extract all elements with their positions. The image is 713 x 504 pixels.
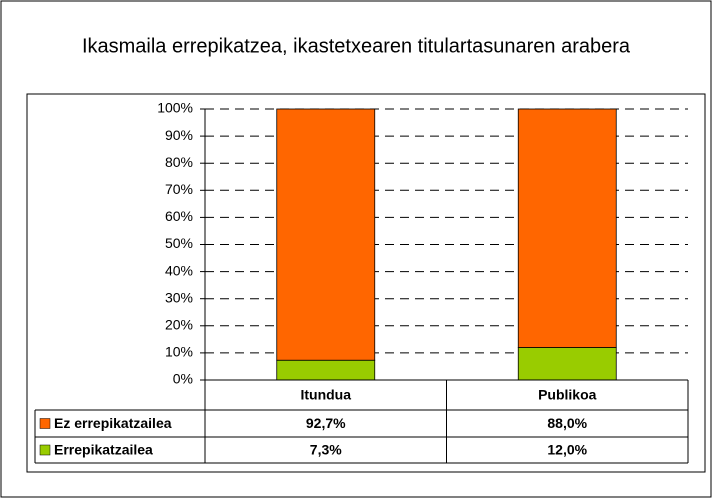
bar-segment: [276, 108, 376, 361]
y-tick-label: 10%: [165, 344, 193, 360]
data-label: 7,3%: [310, 442, 342, 458]
y-tick-label: 40%: [165, 262, 193, 278]
data-label: 92,7%: [306, 415, 346, 431]
y-tick-label: 80%: [165, 154, 193, 170]
y-tick-label: 30%: [165, 289, 193, 305]
x-tick-label: Itundua: [300, 387, 351, 403]
x-tick-label: Publikoa: [538, 387, 597, 403]
y-tick-label: 70%: [165, 181, 193, 197]
bar-segment: [276, 359, 376, 381]
bar-segment: [517, 108, 617, 348]
y-tick-label: 50%: [165, 235, 193, 251]
y-tick-label: 100%: [157, 100, 193, 116]
bar-segment: [517, 347, 617, 381]
y-tick-label: 20%: [165, 317, 193, 333]
chart-title: Ikasmaila errepikatzea, ikastetxearen ti…: [82, 35, 631, 57]
y-tick-label: 60%: [165, 208, 193, 224]
legend-swatch: [39, 444, 51, 456]
data-label: 88,0%: [547, 415, 587, 431]
y-tick-label: 90%: [165, 127, 193, 143]
legend-swatch: [39, 418, 51, 429]
legend-label: Ez errepikatzailea: [54, 415, 172, 431]
data-label: 12,0%: [547, 442, 587, 458]
legend-label: Errepikatzailea: [54, 442, 153, 458]
y-tick-label: 0%: [173, 371, 193, 387]
